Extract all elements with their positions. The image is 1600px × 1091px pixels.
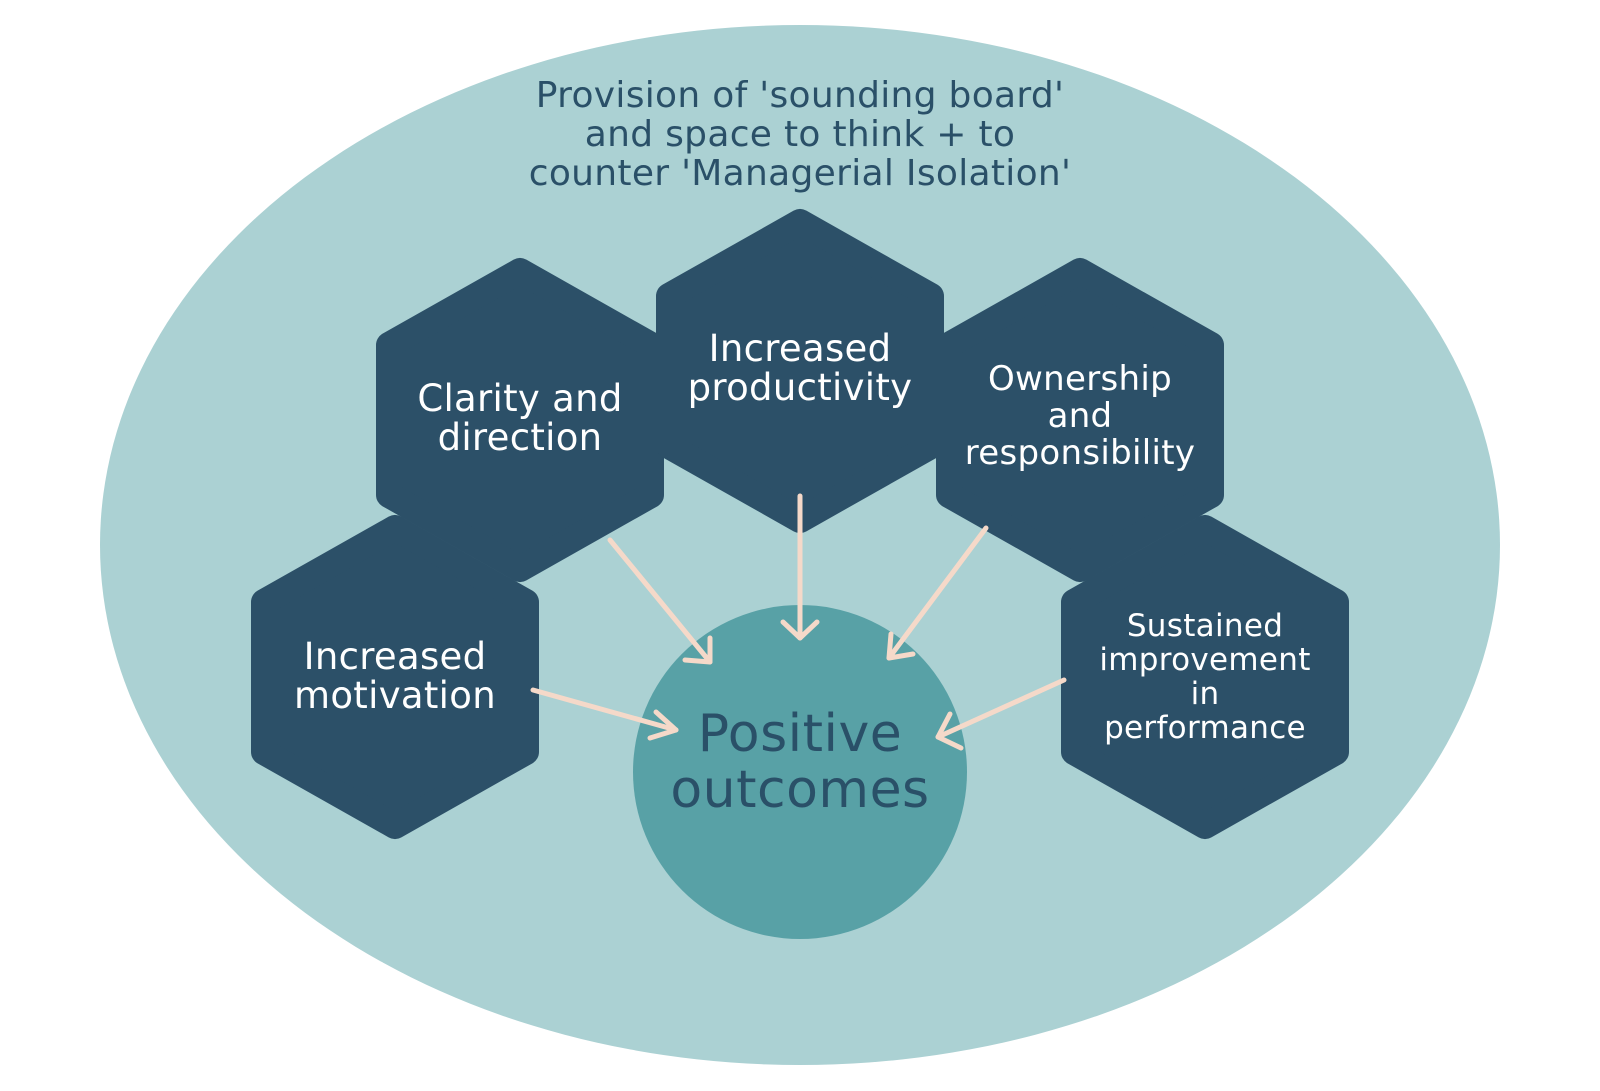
frame-title-line: and space to think + to — [584, 114, 1016, 155]
label-line: responsibility — [964, 433, 1196, 473]
center-label: Positive outcomes — [610, 706, 990, 818]
label-line: and — [1047, 396, 1113, 436]
label-line: in — [1190, 676, 1220, 712]
label-motivation: Increased motivation — [265, 637, 525, 715]
label-line: improvement — [1099, 642, 1311, 678]
hexagon-motivation — [251, 515, 539, 839]
label-line: Increased — [303, 635, 487, 678]
center-circle — [633, 605, 967, 939]
label-line: Ownership — [987, 359, 1172, 399]
center-label-line: Positive — [697, 704, 903, 764]
center-label-line: outcomes — [670, 760, 930, 820]
arrow-productivity-to-center — [780, 493, 820, 641]
label-ownership: Ownership and responsibility — [950, 361, 1210, 472]
label-line: Clarity and — [417, 377, 623, 420]
frame-title-line: counter 'Managerial Isolation' — [528, 153, 1072, 194]
label-line: direction — [437, 416, 603, 459]
label-line: productivity — [687, 366, 913, 409]
label-productivity: Increased productivity — [670, 329, 930, 407]
label-line: performance — [1104, 710, 1306, 746]
label-line: Increased — [708, 327, 892, 370]
label-line: Sustained — [1126, 608, 1284, 644]
hexagon-ownership — [936, 258, 1224, 582]
frame-title-line: Provision of 'sounding board' — [535, 75, 1065, 116]
arrow-ownership-to-center — [886, 525, 989, 661]
label-performance: Sustained improvement in performance — [1075, 609, 1335, 745]
hexagon-clarity — [376, 258, 664, 582]
arrow-motivation-to-center — [530, 687, 679, 741]
frame-title: Provision of 'sounding board' and space … — [440, 76, 1160, 193]
hexagon-performance — [1061, 515, 1349, 839]
arrow-performance-to-center — [935, 677, 1067, 751]
label-clarity: Clarity and direction — [390, 379, 650, 457]
label-line: motivation — [294, 674, 496, 717]
arrow-clarity-to-center — [607, 537, 713, 665]
